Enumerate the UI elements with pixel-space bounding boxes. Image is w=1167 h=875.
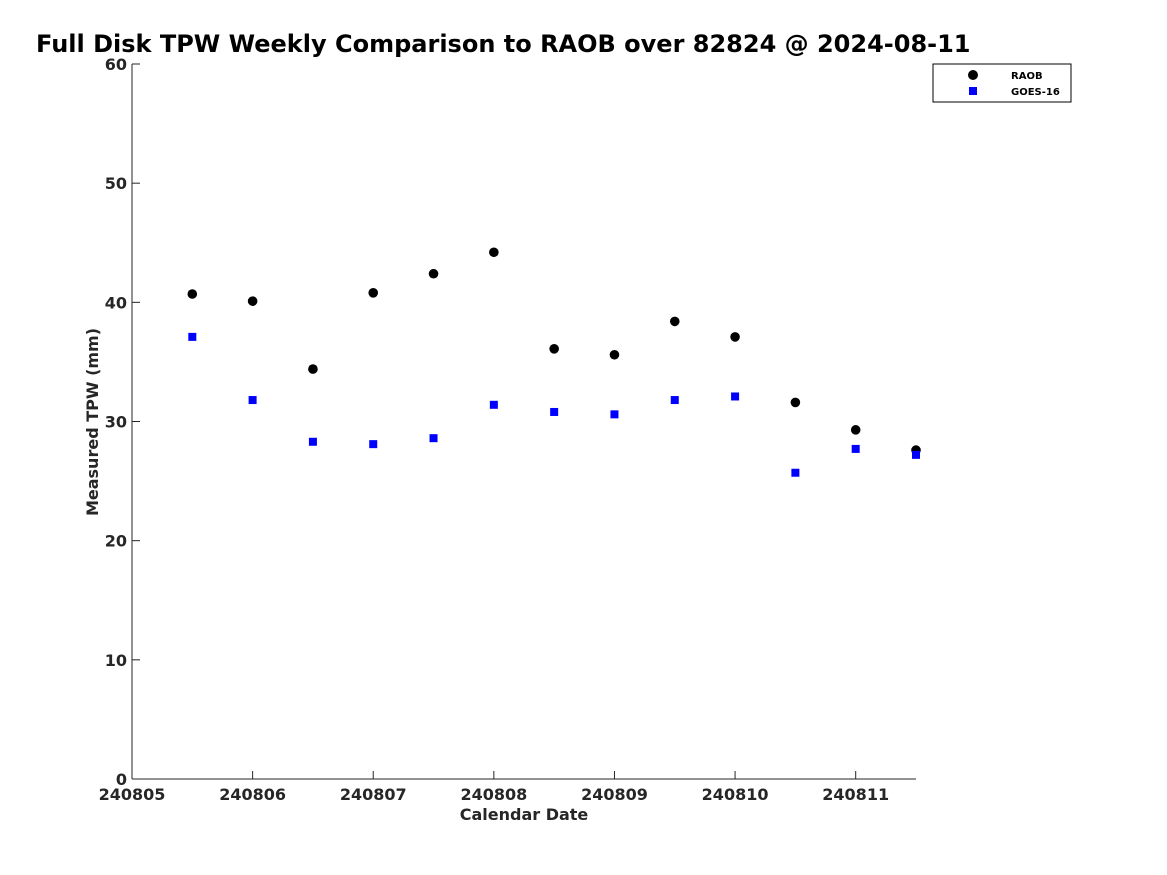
raob-point [790,397,801,408]
legend-label: GOES-16 [1011,87,1060,98]
goes-16-point [610,410,619,419]
raob-point [187,289,198,299]
x-tick-label: 240807 [340,785,407,804]
legend-marker-goes-16 [969,87,977,95]
goes-16-point [731,392,740,401]
goes-16-point [248,396,257,405]
goes-16-point [188,332,197,341]
y-tick-label: 40 [105,293,127,312]
y-ticks: 0 10 20 30 40 50 60 [105,55,140,789]
x-tick-label: 240811 [822,785,889,804]
x-tick-label: 240808 [460,785,527,804]
legend-label: RAOB [1011,71,1043,82]
legend: RAOB GOES-16 [932,63,1072,103]
goes-16-point [489,400,498,409]
raob-point [730,332,740,342]
raob-point [308,364,318,374]
y-axis-label: Measured TPW (mm) [83,328,102,516]
raob-point [609,349,620,360]
y-tick-label: 20 [105,532,127,551]
x-tick-label: 240806 [219,785,286,804]
raob-point [549,344,559,354]
goes-16-point [369,440,378,449]
goes-16-point [670,396,679,405]
raob-point [489,247,499,258]
legend-box [932,63,1072,103]
y-tick-label: 60 [105,55,127,74]
raob-point [368,288,379,298]
y-tick-label: 10 [105,651,127,670]
y-tick-label: 0 [116,770,127,789]
raob-point [247,296,258,306]
x-tick-label: 240805 [99,785,166,804]
legend-marker-raob [968,70,978,80]
x-tick-label: 240810 [702,785,769,804]
chart-title: Full Disk TPW Weekly Comparison to RAOB … [36,30,971,58]
x-ticks: 240805 240806 240807 240808 240809 240810 2408… [99,771,889,804]
y-tick-label: 50 [105,174,127,193]
x-tick-label: 240809 [581,785,648,804]
goes-16-point [912,450,920,459]
x-axis-label: Calendar Date [460,805,589,824]
goes-16-point [550,407,559,416]
raob-point [850,425,861,435]
series-raob [187,247,921,455]
y-tick-label: 30 [105,413,127,432]
goes-16-point [791,468,800,477]
raob-point [428,268,439,279]
goes-16-point [429,434,438,443]
series-goes-16 [188,332,920,477]
data-series [187,247,921,477]
raob-point [669,316,680,327]
goes-16-point [851,444,860,453]
goes-16-point [308,437,317,446]
